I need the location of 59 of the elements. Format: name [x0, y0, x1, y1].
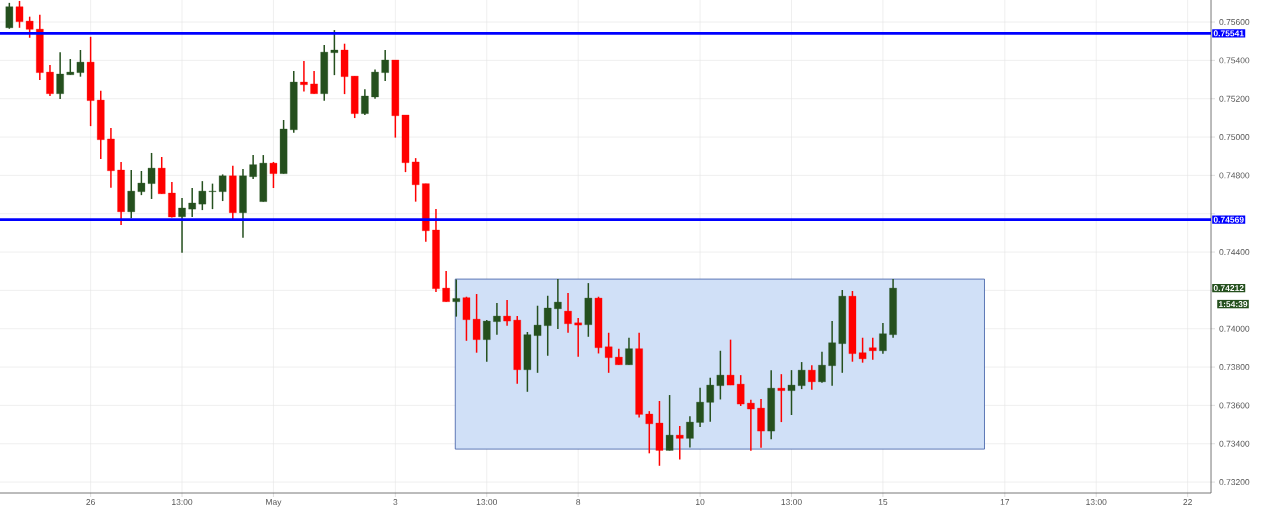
candlestick	[158, 156, 166, 195]
candlestick	[584, 282, 593, 338]
candlestick	[76, 49, 85, 78]
candlestick	[330, 29, 339, 76]
x-tick-label: May	[266, 499, 282, 507]
x-tick-label: 13:00	[781, 499, 802, 506]
ref-line-label: 0.74569	[1213, 216, 1244, 223]
x-tick-label: 13:00	[1086, 499, 1107, 506]
candlestick	[655, 400, 664, 467]
y-tick-label: 0.73800	[1219, 364, 1250, 371]
candlestick	[777, 373, 786, 423]
x-tick-label: 13:00	[476, 499, 498, 506]
candlestick	[737, 374, 745, 407]
x-tick-label: 22	[1183, 499, 1192, 505]
candlestick	[665, 394, 674, 452]
candlestick	[554, 278, 562, 330]
candlestick	[5, 2, 14, 30]
candlestick	[544, 295, 552, 357]
candlestick	[726, 338, 735, 386]
y-tick-label: 0.75600	[1219, 19, 1250, 26]
y-tick-label: 0.74400	[1219, 249, 1250, 256]
y-tick-label: 0.75000	[1219, 134, 1250, 141]
y-tick-label: 0.75200	[1219, 95, 1250, 102]
candlestick	[269, 161, 278, 189]
candlestick	[259, 154, 267, 203]
x-tick-label: 10	[696, 499, 705, 506]
y-tick-label: 0.75400	[1219, 57, 1250, 64]
candlestick	[300, 60, 308, 93]
candlestick	[452, 278, 460, 318]
x-tick-label: 8	[576, 499, 581, 506]
candlestick	[188, 187, 196, 218]
text: 1:54:39	[1218, 301, 1248, 308]
y-tick-label: 0.74800	[1219, 172, 1250, 179]
candlestick	[279, 119, 288, 175]
candlestick	[838, 289, 846, 374]
candlestick	[645, 410, 653, 455]
candlestick	[747, 398, 755, 452]
y-tick-label: 0.73600	[1219, 402, 1250, 409]
candlestick	[716, 350, 725, 401]
candlestick	[351, 75, 359, 119]
candlestick	[676, 425, 684, 461]
x-tick-label: 15	[878, 499, 888, 505]
x-tick-label: 3	[393, 499, 398, 506]
y-tick-label: 0.73400	[1219, 440, 1250, 447]
candlestick	[869, 336, 877, 361]
candlestick	[340, 42, 349, 95]
x-tick-label: 13:00	[172, 499, 193, 506]
candlestick	[574, 317, 582, 358]
candlestick	[178, 197, 186, 254]
text: 0.74212	[1213, 285, 1244, 292]
candlestick	[503, 299, 511, 327]
x-tick-label: 26	[86, 499, 95, 506]
candlestick	[615, 347, 623, 366]
y-tick-label: 0.73200	[1219, 479, 1250, 486]
y-tick-label: 0.74000	[1219, 325, 1250, 332]
candlestick	[493, 302, 501, 336]
x-tick-label: 17	[1000, 499, 1010, 505]
ref-line-label: 0.75541	[1213, 30, 1244, 37]
candlestick	[86, 36, 95, 127]
